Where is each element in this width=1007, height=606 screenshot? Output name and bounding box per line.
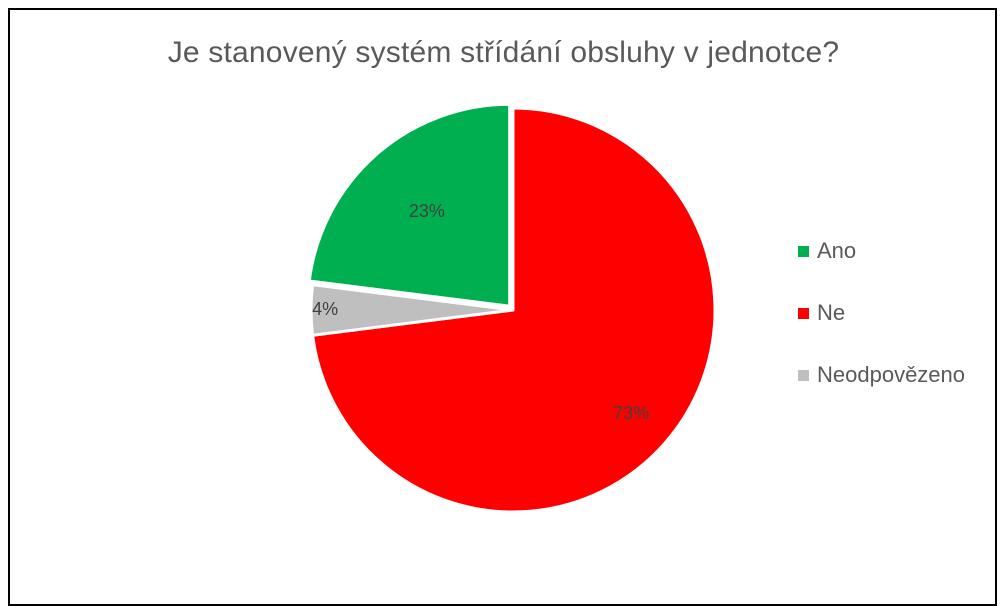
data-label-neodpovezeno: 4% — [312, 299, 338, 319]
legend-item-ano: Ano — [798, 236, 965, 266]
legend-label-ano: Ano — [817, 238, 857, 263]
legend: Ano Ne Neodpovězeno — [798, 236, 965, 422]
legend-swatch-ne — [798, 307, 809, 319]
legend-label-ne: Ne — [817, 300, 846, 325]
chart-title: Je stanovený systém střídání obsluhy v j… — [167, 36, 840, 69]
legend-item-ne: Ne — [798, 298, 965, 328]
legend-label-neodpovezeno: Neodpovězeno — [817, 362, 966, 387]
legend-swatch-ano — [798, 245, 809, 257]
pie-slice-ano — [307, 102, 512, 308]
data-label-ano: 23% — [409, 201, 445, 221]
legend-item-neodpovezeno: Neodpovězeno — [798, 360, 965, 390]
legend-swatch-neodpovezeno — [798, 369, 809, 381]
data-label-ne: 73% — [613, 403, 649, 423]
pie-slice-neodpovezeno — [309, 283, 515, 337]
